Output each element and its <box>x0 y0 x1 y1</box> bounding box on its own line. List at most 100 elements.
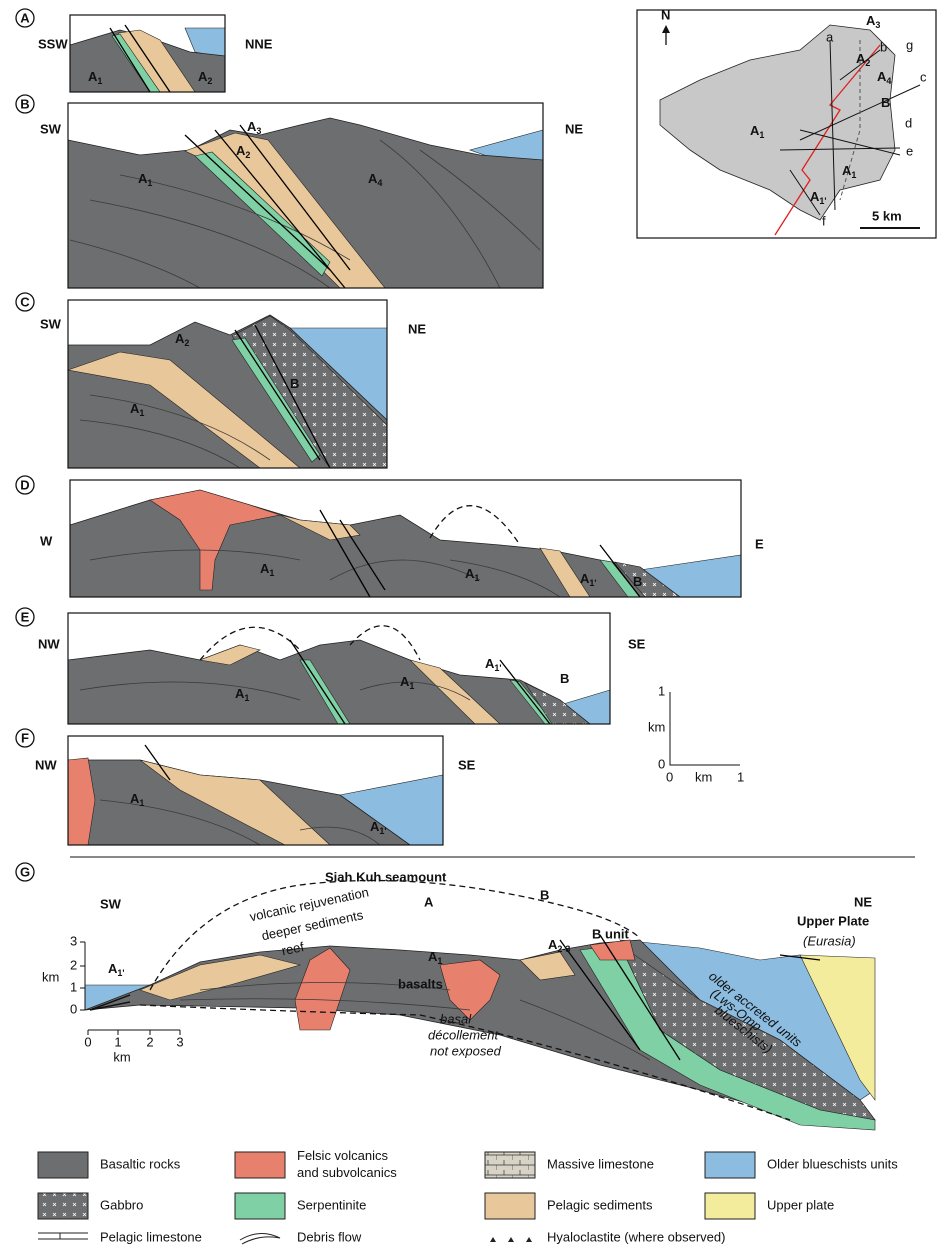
path <box>89 994 131 1011</box>
unit-label: A4 <box>368 171 382 188</box>
unit-label: B <box>881 95 890 110</box>
b-unit-label: B unit <box>592 926 629 941</box>
g-y-unit: km <box>42 969 59 984</box>
g-title: Siah Kuh seamount <box>325 869 447 884</box>
sed <box>139 954 302 1001</box>
scale-tick: 1 <box>737 769 744 784</box>
panel-letter-circle <box>15 728 35 748</box>
ln <box>79 394 271 469</box>
unit-sub: 2 <box>184 338 189 348</box>
fel <box>294 947 351 1031</box>
legend-label: Hyaloclastite (where observed) <box>547 1229 725 1244</box>
section-label: d <box>905 115 912 130</box>
unit-base: A <box>130 791 140 806</box>
flt <box>234 324 331 469</box>
sed <box>279 514 361 541</box>
unit-sub: 1 <box>147 178 152 188</box>
section-g <box>774 44 881 236</box>
rect <box>37 1192 89 1220</box>
section-label: c <box>920 69 927 84</box>
section-label: e <box>906 143 913 158</box>
unit-sub: 1' <box>819 196 826 206</box>
unit-base: A <box>465 566 475 581</box>
dash <box>199 625 421 661</box>
unit-base: A <box>428 949 438 964</box>
path <box>662 25 670 33</box>
unit-label: A2-3 <box>548 937 570 954</box>
legend-label: Felsic volcanics <box>297 1148 389 1163</box>
panel-letter: D <box>20 477 29 492</box>
ln <box>179 982 651 1061</box>
unit-sub: 1 <box>474 573 479 583</box>
legend: Basaltic rocks Felsic volcanics and subvol… <box>37 1148 898 1244</box>
unit-base: A <box>877 69 887 84</box>
direction-label: NE <box>565 121 583 136</box>
unit-base: A <box>260 561 270 576</box>
unit-sub: 1' <box>379 826 386 836</box>
flt <box>289 639 551 725</box>
direction-label: NNE <box>245 36 273 51</box>
rect <box>704 1192 756 1220</box>
map-scale: 5 km <box>872 208 902 223</box>
legend-label: Pelagic limestone <box>100 1229 202 1244</box>
path <box>38 1232 88 1240</box>
unit-label: A4 <box>877 69 891 86</box>
direction-label: W <box>40 533 53 548</box>
section-label: a <box>826 29 834 44</box>
sed <box>198 644 261 666</box>
unit-label: A1 <box>235 686 249 703</box>
eurasia: (Eurasia) <box>803 933 856 948</box>
unit-sub: 1' <box>494 663 501 673</box>
unit-sub: 1' <box>117 968 124 978</box>
unit-base: A <box>750 123 760 138</box>
unit-sub: 1 <box>139 408 144 418</box>
unit-sub: 1 <box>759 130 764 140</box>
unit-label: A1 <box>400 674 414 691</box>
box <box>67 735 444 846</box>
unit-label: A1' <box>810 189 827 206</box>
unit-label: A1 <box>260 561 274 578</box>
legend-label: Serpentinite <box>297 1197 366 1212</box>
scale-unit: km <box>695 769 712 784</box>
box <box>69 14 226 93</box>
unit-base: A <box>580 571 590 586</box>
section-label: b <box>880 39 887 54</box>
unit-sub: 1' <box>589 578 596 588</box>
legend-label: Debris flow <box>297 1229 362 1244</box>
g-x-unit: km <box>113 1049 130 1064</box>
legend-label: Basaltic rocks <box>100 1156 181 1171</box>
unit-label: B <box>290 376 299 391</box>
panel-letter: E <box>21 609 30 624</box>
path <box>490 1237 532 1242</box>
box <box>69 479 742 598</box>
unit-sub: 2 <box>245 150 250 160</box>
unit-label: A1 <box>130 791 144 808</box>
unit-label: A1 <box>750 123 764 140</box>
fel <box>439 959 501 1021</box>
unit-base: A <box>198 69 208 84</box>
ln <box>69 139 541 289</box>
unit-sub: 1 <box>437 956 442 966</box>
panel-letter-circle <box>15 475 35 495</box>
scale-unit: km <box>648 719 665 734</box>
unit-label: A3 <box>866 13 880 30</box>
unit-label: A1 <box>88 69 102 86</box>
rect <box>484 1192 536 1220</box>
direction-label: SW <box>100 896 122 911</box>
unit-base: A <box>485 656 495 671</box>
box <box>636 9 937 239</box>
rect <box>484 1151 536 1179</box>
g-y-tick: 3 <box>70 933 77 948</box>
panel-letter-circle <box>15 607 35 627</box>
direction-label: SE <box>628 636 646 651</box>
unit-label: A1 <box>130 401 144 418</box>
basalts-label: basalts <box>398 976 443 991</box>
ln <box>79 681 471 701</box>
dash <box>429 505 521 546</box>
unit-sub: 4 <box>377 178 382 188</box>
box <box>67 299 388 469</box>
direction-label: SW <box>40 121 62 136</box>
g-x-tick: 1 <box>114 1034 121 1049</box>
direction-label: E <box>755 536 764 551</box>
